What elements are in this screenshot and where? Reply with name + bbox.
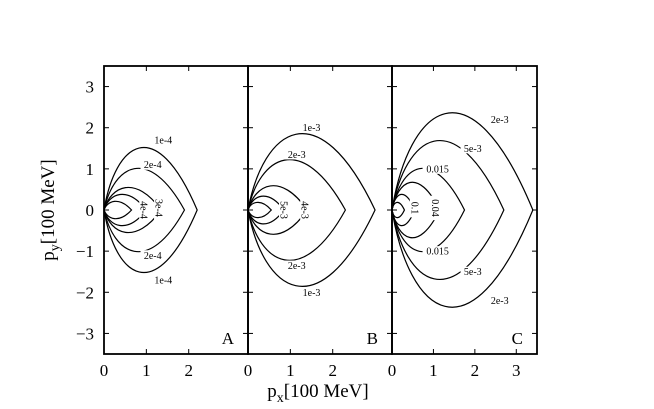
svg-text:4e-3: 4e-3 [299,201,310,219]
x-tick-label: 2 [471,361,480,380]
x-axis-title-sub: x [277,391,284,406]
svg-text:2e-4: 2e-4 [144,160,162,171]
svg-text:1e-4: 1e-4 [154,275,172,286]
panel-letter: A [222,329,235,348]
contour-label: 5e-3 [278,197,289,223]
svg-text:1e-4: 1e-4 [154,136,172,147]
x-tick-label: 0 [244,361,253,380]
svg-text:1e-3: 1e-3 [303,123,321,134]
panels: 1e-4 1e-4 2e-4 2e-4 3e-4 4e-4 0 1 2 A 1e-3 1e-3 2e-3… [100,65,538,380]
contour-label: 1e-4 [151,135,176,147]
contour-label: 5e-3 [460,266,485,278]
contour-label: 0.04 [429,195,441,221]
contour-label: 1e-4 [151,274,176,286]
svg-text:2e-3: 2e-3 [491,296,509,307]
x-tick-label: 0 [388,361,397,380]
svg-text:2e-3: 2e-3 [288,261,306,272]
contour-label: 3e-4 [153,195,165,221]
x-tick-label: 0 [100,361,109,380]
contour-label: 4e-3 [299,197,311,223]
contour-label: 2e-3 [284,260,309,272]
contour-label: 0.015 [422,163,453,175]
svg-text:2e-4: 2e-4 [144,251,162,262]
x-tick-label: 3 [512,361,521,380]
svg-text:5e-3: 5e-3 [464,144,482,155]
svg-text:1e-3: 1e-3 [303,288,321,299]
svg-text:0.04: 0.04 [429,199,440,217]
svg-text:0.015: 0.015 [426,247,449,258]
svg-text:0.015: 0.015 [426,164,449,175]
x-axis-title: px[100 MeV] [267,381,368,406]
contour-label: 4e-4 [138,197,150,223]
contour-label: 2e-4 [140,250,165,262]
y-tick-label: 0 [86,201,95,220]
contour-label: 0.1 [408,198,420,218]
x-tick-label: 2 [328,361,337,380]
svg-text:0.1: 0.1 [408,202,419,215]
panel-letter: C [512,329,523,348]
contour-label: 1e-3 [299,287,324,299]
panel-a: 1e-4 1e-4 2e-4 2e-4 3e-4 4e-4 0 1 2 A [100,65,249,380]
contour-line [392,167,466,253]
svg-text:2e-3: 2e-3 [288,150,306,161]
contour-label: 2e-4 [140,159,165,171]
contour-label: 1e-3 [299,122,324,134]
panel-c: 2e-3 2e-3 5e-3 5e-3 0.015 0.015 0.04 0.1 0 1 2 3 C [388,65,538,380]
x-tick-label: 2 [184,361,193,380]
contour-group: 1e-3 1e-3 2e-3 2e-3 4e-3 5e-3 [248,122,376,299]
contour-line [248,133,376,287]
x-tick-label: 1 [142,361,151,380]
panel-frame [247,65,393,355]
y-tick-label: 1 [86,160,95,179]
svg-text:5e-3: 5e-3 [464,267,482,278]
x-axis-title-main: p [267,381,277,402]
svg-text:5e-3: 5e-3 [278,201,289,219]
contour-line [104,146,198,274]
contour-line [392,201,406,219]
y-tick-label: 3 [86,78,95,97]
contour-label: 2e-3 [487,114,512,126]
y-tick-label: 2 [86,119,95,138]
contour-line [248,201,273,219]
contour-group: 1e-4 1e-4 2e-4 2e-4 3e-4 4e-4 [104,135,198,286]
x-tick-label: 1 [429,361,438,380]
y-tick-label: −1 [76,242,94,261]
y-tick-label: −2 [76,283,94,302]
y-axis-title-rest: [100 MeV] [38,159,59,244]
svg-text:3e-4: 3e-4 [153,199,164,217]
panel-letter: B [367,329,378,348]
contour-label: 2e-3 [487,295,512,307]
contour-label: 0.015 [422,246,453,258]
y-tick-label: −3 [76,324,94,343]
contour-group: 2e-3 2e-3 5e-3 5e-3 0.015 0.015 0.04 0.1 [392,112,534,308]
svg-text:4e-4: 4e-4 [138,201,149,219]
contour-label: 2e-3 [284,149,309,161]
svg-text:2e-3: 2e-3 [491,115,509,126]
panel-frame [103,65,249,355]
x-tick-label: 1 [286,361,295,380]
contour-line [104,167,186,253]
y-axis-title-main: p [38,251,59,261]
panel-b: 1e-3 1e-3 2e-3 2e-3 4e-3 5e-3 0 1 2 B [244,65,393,380]
contour-line [392,140,505,280]
contour-label: 5e-3 [460,143,485,155]
contour-line [104,200,133,220]
y-axis: 3 2 1 0 −1 −2 −3 [76,78,94,344]
y-axis-title-sub: y [48,244,63,251]
y-axis-title: py[100 MeV] [38,159,63,260]
contour-line [248,159,347,261]
x-axis-title-rest: [100 MeV] [284,381,369,402]
